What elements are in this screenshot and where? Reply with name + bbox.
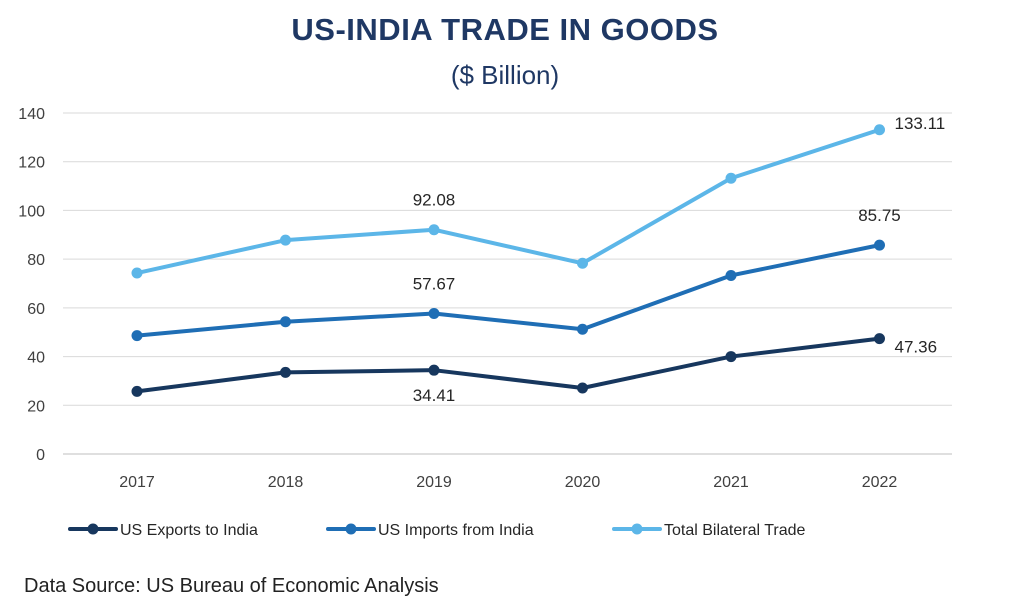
data-point bbox=[131, 385, 143, 397]
x-tick-label: 2022 bbox=[862, 474, 898, 491]
x-tick-label: 2017 bbox=[119, 474, 155, 491]
data-label: 47.36 bbox=[895, 338, 938, 357]
data-point bbox=[577, 257, 588, 269]
legend-label: US Imports from India bbox=[378, 522, 534, 539]
y-tick-label: 100 bbox=[18, 203, 45, 220]
data-point bbox=[280, 234, 291, 246]
x-tick-label: 2021 bbox=[713, 474, 749, 491]
y-tick-label: 120 bbox=[18, 155, 45, 172]
legend-marker bbox=[87, 523, 99, 535]
legend: US Exports to India US Imports from India… bbox=[68, 522, 806, 539]
y-tick-label: 40 bbox=[27, 350, 45, 367]
data-point bbox=[280, 316, 291, 328]
series-line bbox=[135, 243, 882, 338]
chart-subtitle: ($ Billion) bbox=[450, 60, 560, 90]
data-point bbox=[428, 364, 440, 376]
x-tick-label: 2019 bbox=[416, 474, 452, 491]
data-point bbox=[131, 267, 143, 279]
data-point bbox=[725, 269, 737, 281]
data-labels: 34.41 47.36 57.67 85.75 92.08 133.11 bbox=[413, 114, 946, 405]
x-tick-label: 2020 bbox=[565, 474, 601, 491]
legend-marker bbox=[345, 523, 357, 535]
chart-title: US-INDIA TRADE IN GOODS bbox=[291, 12, 719, 47]
data-label: 57.67 bbox=[413, 275, 456, 294]
y-tick-label: 0 bbox=[36, 447, 45, 464]
series-lines bbox=[131, 124, 885, 397]
data-point bbox=[874, 333, 885, 345]
y-tick-label: 140 bbox=[18, 106, 45, 123]
y-tick-label: 60 bbox=[27, 301, 45, 318]
y-tick-label: 80 bbox=[27, 252, 45, 269]
legend-label: US Exports to India bbox=[120, 522, 258, 539]
data-point bbox=[874, 239, 885, 251]
data-point bbox=[428, 224, 440, 236]
data-label: 133.11 bbox=[895, 114, 946, 133]
x-tick-label: 2018 bbox=[268, 474, 304, 491]
data-point bbox=[725, 172, 737, 184]
data-point bbox=[725, 351, 737, 363]
data-label: 34.41 bbox=[413, 386, 456, 405]
data-label: 92.08 bbox=[413, 191, 456, 210]
legend-marker bbox=[631, 523, 643, 535]
series-line bbox=[135, 336, 882, 394]
data-point bbox=[874, 124, 885, 136]
data-point bbox=[577, 323, 588, 335]
data-point bbox=[280, 366, 291, 378]
data-point bbox=[428, 308, 440, 320]
series-line bbox=[135, 127, 882, 276]
gridlines bbox=[63, 112, 952, 455]
legend-label: Total Bilateral Trade bbox=[664, 522, 806, 539]
data-point bbox=[577, 382, 588, 394]
y-tick-label: 20 bbox=[27, 398, 45, 415]
data-source-note: Data Source: US Bureau of Economic Analy… bbox=[24, 575, 439, 597]
x-axis-ticks: 2017 2018 2019 2020 2021 2022 bbox=[119, 474, 897, 491]
data-label: 85.75 bbox=[858, 206, 901, 225]
data-point bbox=[131, 330, 143, 342]
y-axis-ticks: 0 20 40 60 80 100 120 140 bbox=[18, 106, 45, 464]
